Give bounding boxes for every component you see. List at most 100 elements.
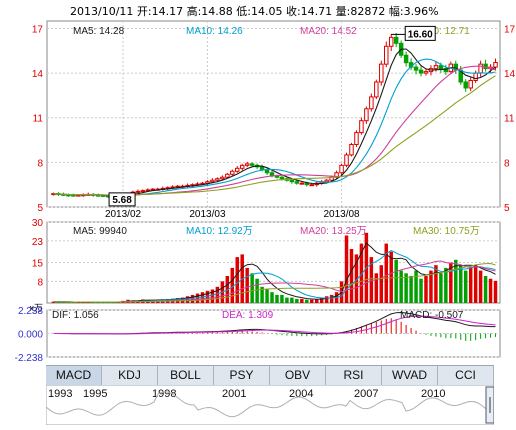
volume-legend-item: MA30: 10.75万 bbox=[413, 226, 480, 237]
tab-cci[interactable]: CCI bbox=[438, 366, 494, 385]
volume-bar bbox=[444, 267, 448, 303]
candle-body bbox=[299, 182, 305, 185]
candle-body bbox=[324, 179, 329, 183]
tab-obv[interactable]: OBV bbox=[270, 366, 326, 385]
volume-bar bbox=[300, 298, 304, 303]
candle-body bbox=[418, 69, 424, 74]
price-legend-item: MA10: 14.26 bbox=[186, 26, 243, 37]
candle-body bbox=[388, 36, 394, 47]
volume-bar bbox=[195, 293, 200, 303]
volume-bar bbox=[473, 265, 478, 303]
tab-macd[interactable]: MACD bbox=[46, 366, 102, 385]
volume-bar bbox=[245, 267, 249, 303]
tab-psy[interactable]: PSY bbox=[214, 366, 270, 385]
range-navigator[interactable]: 1993 1995 1998 2001 2004 2007 2010 bbox=[46, 385, 494, 425]
volume-bar bbox=[424, 276, 428, 303]
range-year-label: 2001 bbox=[222, 388, 246, 400]
price-panel-frame bbox=[46, 20, 501, 208]
volume-tick-label: 8 bbox=[37, 277, 43, 288]
volume-bar bbox=[310, 299, 314, 303]
volume-legend-item: MA20: 13.25万 bbox=[300, 226, 367, 237]
volume-bar bbox=[409, 276, 413, 303]
tab-kdj[interactable]: KDJ bbox=[102, 366, 158, 385]
tab-boll[interactable]: BOLL bbox=[158, 366, 214, 385]
volume-bar bbox=[419, 278, 423, 303]
volume-bar bbox=[463, 270, 468, 303]
tab-wvad[interactable]: WVAD bbox=[382, 366, 438, 385]
candle-body bbox=[249, 163, 255, 166]
volume-legend-item: MA10: 12.92万 bbox=[186, 226, 253, 237]
volume-bar bbox=[354, 254, 359, 303]
range-year-label: 2010 bbox=[421, 388, 445, 400]
macd-tick-label: 0.000 bbox=[18, 330, 43, 341]
low-label: 5.68 bbox=[112, 195, 132, 206]
candle-body bbox=[220, 176, 225, 180]
high-label: 16.60 bbox=[408, 29, 433, 40]
volume-bar bbox=[210, 289, 215, 303]
volume-bar bbox=[404, 273, 408, 303]
range-year-label: 1993 bbox=[48, 388, 72, 400]
price-legend-item: MA20: 14.52 bbox=[300, 26, 357, 37]
price-tick-left: 11 bbox=[33, 114, 44, 125]
volume-bar bbox=[468, 267, 473, 303]
volume-bar bbox=[190, 294, 195, 303]
range-frame bbox=[46, 385, 494, 425]
price-tick-right: 11 bbox=[504, 114, 515, 125]
candle-body bbox=[264, 169, 270, 174]
candle-body bbox=[71, 194, 76, 197]
volume-bar bbox=[394, 259, 398, 303]
volume-unit-label: x万 bbox=[29, 303, 43, 313]
volume-bar bbox=[314, 298, 319, 303]
volume-bar bbox=[319, 297, 324, 303]
price-tick-left: 14 bbox=[32, 69, 44, 80]
volume-bar bbox=[235, 257, 239, 303]
range-year-label: 2007 bbox=[354, 388, 378, 400]
candle-body bbox=[304, 182, 310, 186]
volume-bar bbox=[379, 265, 384, 303]
volume-bar bbox=[488, 278, 493, 303]
candle-body bbox=[235, 167, 240, 172]
volume-bar bbox=[280, 294, 284, 303]
candle-body bbox=[210, 179, 215, 183]
volume-bar bbox=[270, 292, 274, 303]
volume-bar bbox=[200, 292, 205, 303]
volume-bar bbox=[255, 278, 259, 303]
vol-ma30-line bbox=[53, 262, 496, 303]
candle-body bbox=[369, 96, 374, 110]
candle-body bbox=[364, 108, 369, 122]
candle-body bbox=[215, 178, 220, 181]
date-tick-label: 2013/03 bbox=[189, 209, 226, 220]
candle-body bbox=[423, 71, 429, 74]
date-tick-label: 2013/02 bbox=[105, 209, 142, 220]
volume-bar bbox=[56, 301, 61, 303]
stock-chart: 5 5 8 8 11 11 14 14 17 17 2013/02 2013/03 2013/08 MA5… bbox=[15, 20, 516, 364]
volume-tick-label: 23 bbox=[32, 237, 44, 248]
volume-bar bbox=[51, 301, 56, 303]
dea-line bbox=[53, 315, 496, 335]
volume-bar bbox=[459, 265, 463, 303]
tab-rsi[interactable]: RSI bbox=[326, 366, 382, 385]
price-tick-right: 5 bbox=[504, 203, 510, 214]
candle-body bbox=[443, 68, 449, 73]
candle-body bbox=[393, 36, 399, 44]
candle-body bbox=[359, 120, 364, 134]
candle-body bbox=[269, 172, 275, 177]
candle-body bbox=[309, 184, 314, 187]
price-tick-right: 8 bbox=[504, 158, 510, 169]
macd-legend-item: MACD: -0.507 bbox=[400, 310, 464, 321]
volume-bar bbox=[205, 290, 210, 303]
range-year-label: 1995 bbox=[83, 388, 107, 400]
candle-body bbox=[135, 190, 141, 193]
candle-body bbox=[379, 63, 384, 83]
volume-bar bbox=[71, 302, 76, 303]
volume-bar bbox=[369, 257, 374, 303]
range-year-label: 2004 bbox=[289, 388, 313, 400]
macd-legend-item: DIF: 1.056 bbox=[52, 310, 99, 321]
candle-body bbox=[433, 65, 439, 70]
price-tick-left: 5 bbox=[37, 203, 43, 214]
candle-body bbox=[374, 81, 379, 98]
candle-body bbox=[145, 189, 151, 192]
volume-bar bbox=[384, 243, 388, 303]
candle-body bbox=[244, 163, 250, 166]
candle-body bbox=[230, 170, 235, 175]
